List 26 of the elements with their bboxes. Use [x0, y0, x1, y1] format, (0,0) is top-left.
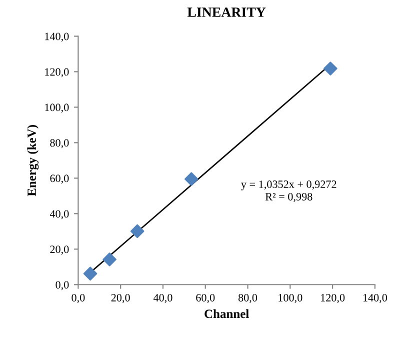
x-tick-label: 0,0: [72, 294, 85, 304]
y-axis-title: Energy (keV): [27, 125, 39, 196]
annotation: R² = 0,998: [265, 192, 312, 202]
point: [324, 62, 338, 76]
point: [102, 252, 116, 266]
annotation: y = 1,0352x + 0,9272: [241, 180, 336, 190]
y-tick-label: 80,0: [50, 139, 69, 148]
y-tick-label: 0,0: [56, 281, 69, 290]
y-tick-label: 140,0: [45, 32, 69, 42]
chart-title: LINEARITY: [187, 8, 266, 17]
x-tick-label: 20,0: [111, 294, 130, 304]
x-tick-label: 120,0: [321, 294, 345, 304]
point: [83, 266, 98, 281]
y-tick-label: 120,0: [45, 68, 69, 78]
x-axis-title: Channel: [204, 309, 249, 318]
y-tick-label: 40,0: [50, 210, 69, 220]
point: [130, 224, 144, 238]
x-tick-label: 60,0: [196, 294, 215, 304]
y-tick-label: 100,0: [45, 104, 69, 113]
y-tick-label: 60,0: [50, 174, 69, 184]
x-tick-label: 80,0: [238, 294, 258, 304]
x-tick-label: 40,0: [153, 294, 172, 304]
x-tick-label: 100,0: [278, 294, 302, 304]
point: [184, 172, 198, 186]
x-tick-label: 140,0: [363, 294, 388, 304]
y-tick-label: 20,0: [50, 246, 69, 255]
